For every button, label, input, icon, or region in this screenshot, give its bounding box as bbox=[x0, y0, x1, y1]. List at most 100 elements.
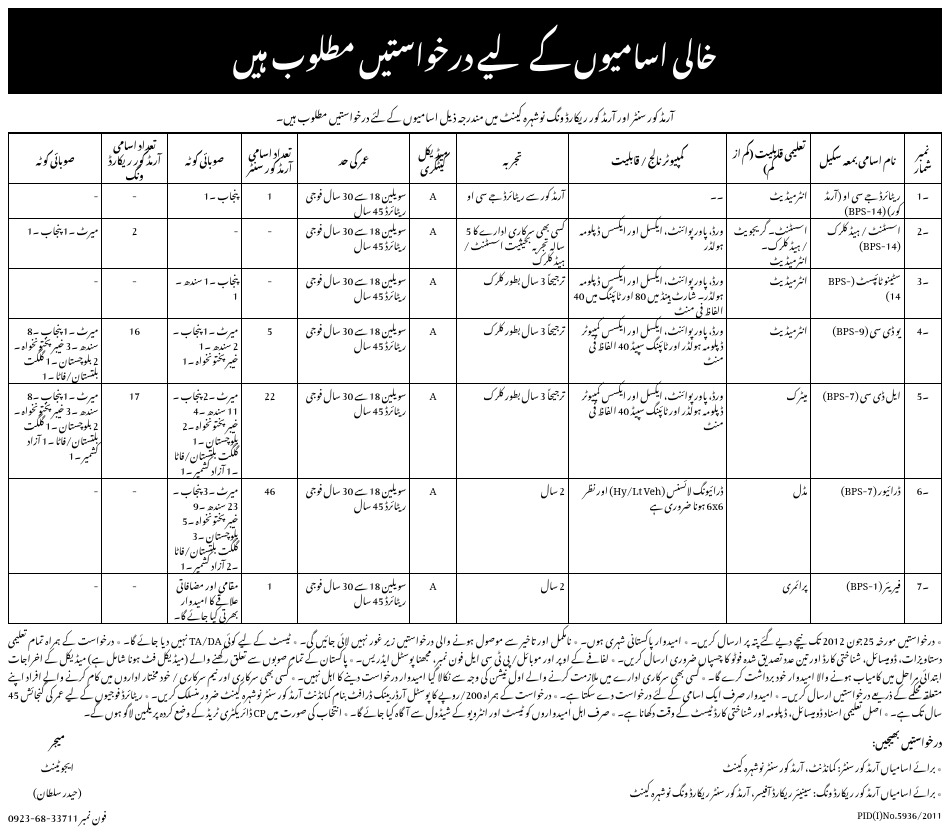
cell-vac2: - bbox=[102, 574, 167, 624]
cell-med: A bbox=[410, 269, 457, 319]
cell-med: A bbox=[410, 219, 457, 269]
col-post: نام اسامی بمعہ سکیل bbox=[811, 134, 904, 184]
cell-med: A bbox=[410, 479, 457, 574]
cell-age: سویلین 18 سے 30 سال فوجی ریٹائرڈ 45 سال bbox=[298, 269, 410, 319]
table-header-row: نمبر شمار نام اسامی بمعہ سکیل تعلیمی قاب… bbox=[9, 134, 942, 184]
cell-sno: ۔5 bbox=[904, 384, 941, 479]
cell-qual: پرائمری bbox=[727, 574, 811, 624]
cell-age: سویلین 18 سے 30 سال فوجی ریٹائرڈ 45 سال bbox=[298, 574, 410, 624]
cell-quota2: - bbox=[9, 184, 102, 219]
cell-sno: ۔3 bbox=[904, 269, 941, 319]
col-vac2: تعداد اسامی آرمڈ کور ریکارڈ ونگ bbox=[102, 134, 167, 184]
sig-name: (حیدر سلطان) bbox=[8, 778, 107, 803]
cell-exp: 2 سال bbox=[456, 479, 568, 574]
table-row: ۔2اسسٹنٹ / ہیڈ کلرک (BPS-14)اسسٹنٹ۔ گریج… bbox=[9, 219, 942, 269]
cell-post: فیریئر (BPS-1) bbox=[811, 574, 904, 624]
vacancies-table: نمبر شمار نام اسامی بمعہ سکیل تعلیمی قاب… bbox=[8, 133, 942, 624]
cell-skill: ڈرائیونگ لائسنس (Hy/Lt Veh) اور نظر 6x6 … bbox=[568, 479, 727, 574]
cell-qual: انٹرمیڈیٹ bbox=[727, 184, 811, 219]
cell-qual: اسسٹنٹ۔ گریجویٹ / ہیڈ کلرک۔ انٹرمیڈیٹ bbox=[727, 219, 811, 269]
cell-sno: ۔4 bbox=[904, 319, 941, 384]
col-med: میڈیکل کیٹگری bbox=[410, 134, 457, 184]
cell-vac1: 22 bbox=[242, 384, 298, 479]
cell-age: سویلین 18 سے 30 سال فوجی ریٹائرڈ 45 سال bbox=[298, 319, 410, 384]
cell-quota1: میرٹ ۔1 پنجاب ۔2 سندھ ۔1 خیبرپختونخواہ ۔… bbox=[167, 319, 242, 384]
cell-quota1: پنجاب ۔1 سندھ ۔1 bbox=[167, 269, 242, 319]
cell-sno: ۔2 bbox=[904, 219, 941, 269]
cell-skill: ورڈ، پاور پوائنٹ، ایکسل اور ایکسس کمپیوٹ… bbox=[568, 384, 727, 479]
cell-med: A bbox=[410, 574, 457, 624]
cell-qual: انٹرمیڈیٹ bbox=[727, 269, 811, 319]
cell-age: سویلین 18 سے 30 سال فوجی ریٹائرڈ 45 سال bbox=[298, 479, 410, 574]
cell-quota1: - bbox=[167, 219, 242, 269]
cell-quota2: میرٹ ۔1 پنجاب ۔8 سندھ ۔3 خیبرپختونخواہ ۔… bbox=[9, 384, 102, 479]
cell-post: سٹینو ٹائپسٹ (BPS-14) bbox=[811, 269, 904, 319]
cell-quota1: میرٹ ۔3 پنجاب ۔23 سندھ ۔9 خیبرپختونخواہ … bbox=[167, 479, 242, 574]
cell-vac1: 1 bbox=[242, 184, 298, 219]
cell-vac1: 1 bbox=[242, 574, 298, 624]
footer-address: درخواستیں بھیجیں: ٭ برائے اسامیاں آرمڈ ک… bbox=[630, 728, 942, 828]
cell-age: سویلین 18 سے 30 سال فوجی ریٹائرڈ 45 سال bbox=[298, 384, 410, 479]
table-row: ۔6ڈرائیور (BPS-7)مڈلڈرائیونگ لائسنس (Hy/… bbox=[9, 479, 942, 574]
cell-age: سویلین 18 سے 30 سال فوجی ریٹائرڈ 45 سال bbox=[298, 184, 410, 219]
col-quota2: صوبائی کوٹہ bbox=[9, 134, 102, 184]
cell-quota2: میرٹ ۔1 پنجاب ۔8 سندھ ۔3 خیبرپختونخواہ ۔… bbox=[9, 319, 102, 384]
cell-quota1: میرٹ ۔2 پنجاب ۔11 سندھ ۔4 خیبرپختونخواہ … bbox=[167, 384, 242, 479]
footer: درخواستیں بھیجیں: ٭ برائے اسامیاں آرمڈ ک… bbox=[8, 728, 942, 828]
cell-vac2: - bbox=[102, 479, 167, 574]
table-row: ۔5ایل ڈی سی (BPS-7)میٹرکورڈ، پاور پوائنٹ… bbox=[9, 384, 942, 479]
cell-quota2: - bbox=[9, 269, 102, 319]
col-exp: تجربہ bbox=[456, 134, 568, 184]
cell-vac2: 2 bbox=[102, 219, 167, 269]
cell-post: ایل ڈی سی (BPS-7) bbox=[811, 384, 904, 479]
cell-post: ریٹائرڈ جے سی او (آرمڈ کور) (BPS-14) bbox=[811, 184, 904, 219]
cell-vac1: - bbox=[242, 269, 298, 319]
cell-qual: انٹرمیڈیٹ bbox=[727, 319, 811, 384]
cell-vac2: 16 bbox=[102, 319, 167, 384]
col-vac1: تعداد اسامی آرمڈ کور سنٹر bbox=[242, 134, 298, 184]
sub-header: آرمڈ کور سنٹر اور آرمڈ کور ریکارڈ ونگ نو… bbox=[8, 98, 942, 133]
pid-number: PID(I)No.5936/2011 bbox=[630, 803, 942, 825]
cell-exp: ترجیحاً 3 سال بطور کلرک bbox=[456, 319, 568, 384]
main-header: خالی اسامیوں کے لیے درخواستیں مطلوب ہیں bbox=[8, 8, 942, 94]
table-row: ۔7فیریئر (BPS-1)پرائمری2 سالAسویلین 18 س… bbox=[9, 574, 942, 624]
cell-skill bbox=[568, 574, 727, 624]
send-label: درخواستیں بھیجیں: bbox=[630, 728, 942, 753]
table-row: ۔3سٹینو ٹائپسٹ (BPS-14)انٹرمیڈیٹورڈ، پاو… bbox=[9, 269, 942, 319]
address-line-2: ٭ برائے اسامیاں آرمڈ کور ریکارڈ ونگ: سین… bbox=[630, 778, 942, 803]
cell-exp: ترجیحاً 3 سال بطور کلرک bbox=[456, 384, 568, 479]
col-qual: تعلیمی قابلیت (کم از کم) bbox=[727, 134, 811, 184]
cell-vac1: 46 bbox=[242, 479, 298, 574]
cell-post: ڈرائیور (BPS-7) bbox=[811, 479, 904, 574]
cell-vac1: 5 bbox=[242, 319, 298, 384]
col-age: عمر کی حد bbox=[298, 134, 410, 184]
table-row: ۔1ریٹائرڈ جے سی او (آرمڈ کور) (BPS-14)ان… bbox=[9, 184, 942, 219]
col-sno: نمبر شمار bbox=[904, 134, 941, 184]
cell-qual: میٹرک bbox=[727, 384, 811, 479]
cell-post: اسسٹنٹ / ہیڈ کلرک (BPS-14) bbox=[811, 219, 904, 269]
table-row: ۔4یو ڈی سی (BPS-9)انٹرمیڈیٹورڈ، پاور پوا… bbox=[9, 319, 942, 384]
sig-title: میجر bbox=[8, 728, 107, 753]
cell-vac2: - bbox=[102, 184, 167, 219]
cell-med: A bbox=[410, 319, 457, 384]
cell-quota2: میرٹ ۔1 پنجاب ۔1 bbox=[9, 219, 102, 269]
cell-age: سویلین 18 سے 30 سال فوجی ریٹائرڈ 45 سال bbox=[298, 219, 410, 269]
col-skill: کمپیوٹر نالج / قابلیت bbox=[568, 134, 727, 184]
cell-exp: ترجیحاً 3 سال بطور کلرک bbox=[456, 269, 568, 319]
cell-sno: ۔6 bbox=[904, 479, 941, 574]
cell-skill: ورڈ، پاور پوائنٹ، ایکسل اور ایکسس ڈپلومہ… bbox=[568, 269, 727, 319]
notes-section: ٭ درخواستیں مورخہ 25جون 2012 تک نیچے دیے… bbox=[8, 630, 942, 720]
cell-skill: ورڈ، پاور پوائنٹ، ایکسل اور ایکسس ڈپلومہ… bbox=[568, 219, 727, 269]
cell-skill: ورڈ، پاور پوائنٹ، ایکسل اور ایکسس کمپیوٹ… bbox=[568, 319, 727, 384]
cell-quota1: مقامی اور مضافاتی علاقے کا امیدوار بھرتی… bbox=[167, 574, 242, 624]
cell-post: یو ڈی سی (BPS-9) bbox=[811, 319, 904, 384]
cell-sno: ۔7 bbox=[904, 574, 941, 624]
cell-med: A bbox=[410, 184, 457, 219]
cell-vac2: 17 bbox=[102, 384, 167, 479]
cell-quota2: - bbox=[9, 574, 102, 624]
sig-phone: فون نمبر 33711-68-0923 bbox=[8, 803, 107, 828]
cell-exp: کسی بھی سرکاری ادارے کا 5 سالہ تجربہ بحی… bbox=[456, 219, 568, 269]
cell-exp: آرمڈ کور سے ریٹائرڈ جے سی او bbox=[456, 184, 568, 219]
cell-quota2: - bbox=[9, 479, 102, 574]
cell-med: A bbox=[410, 384, 457, 479]
